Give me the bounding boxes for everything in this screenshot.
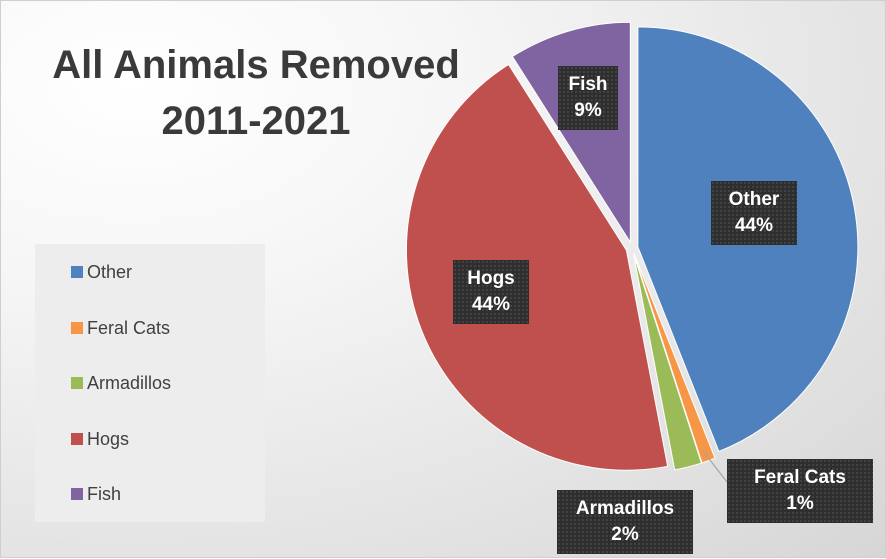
data-label-other-percent: 44% — [734, 215, 774, 236]
leader-line-feral-cats — [702, 450, 728, 483]
legend-item-feral-cats: Feral Cats — [71, 316, 170, 340]
legend-swatch-armadillos — [71, 377, 83, 389]
chart-title-line-2: 2011-2021 — [161, 99, 351, 143]
chart-title-line-1: All Animals Removed — [52, 43, 460, 87]
data-label-hogs-percent: 44% — [471, 294, 511, 315]
legend-item-fish: Fish — [71, 482, 121, 506]
data-label-other: Other 44% — [711, 181, 797, 245]
data-label-fish-percent: 9% — [574, 100, 602, 121]
pie-slice-feral-cats — [633, 253, 716, 464]
data-label-feral-cats-percent: 1% — [786, 493, 814, 514]
legend-label-feral-cats: Feral Cats — [87, 317, 171, 338]
legend-item-hogs: Hogs — [71, 427, 129, 451]
data-label-other-category: Other — [728, 189, 780, 210]
legend-label-hogs: Hogs — [87, 428, 130, 449]
pie-slice-armadillos — [632, 253, 703, 471]
pie-slice-hogs — [405, 63, 669, 471]
legend-swatch-other — [71, 266, 83, 278]
legend: Other Feral Cats Armadillos Hogs Fish — [35, 244, 265, 522]
data-label-feral-cats: Feral Cats 1% — [727, 459, 873, 523]
legend-swatch-feral-cats — [71, 322, 83, 334]
legend-item-other: Other — [71, 260, 132, 284]
legend-swatch-hogs — [71, 433, 83, 445]
data-label-fish-category: Fish — [568, 74, 608, 95]
data-label-armadillos: Armadillos 2% — [557, 490, 693, 554]
data-label-hogs-category: Hogs — [467, 268, 515, 289]
legend-label-armadillos: Armadillos — [87, 372, 172, 393]
data-label-armadillos-category: Armadillos — [575, 498, 675, 519]
data-label-fish: Fish 9% — [558, 66, 618, 130]
chart-title: All Animals Removed 2011-2021 — [21, 37, 491, 149]
legend-swatch-fish — [71, 488, 83, 500]
legend-item-armadillos: Armadillos — [71, 371, 171, 395]
legend-label-fish: Fish — [87, 483, 122, 504]
data-label-feral-cats-category: Feral Cats — [754, 467, 846, 488]
data-label-armadillos-percent: 2% — [611, 524, 639, 545]
legend-label-other: Other — [87, 261, 133, 282]
data-label-hogs: Hogs 44% — [453, 260, 529, 324]
